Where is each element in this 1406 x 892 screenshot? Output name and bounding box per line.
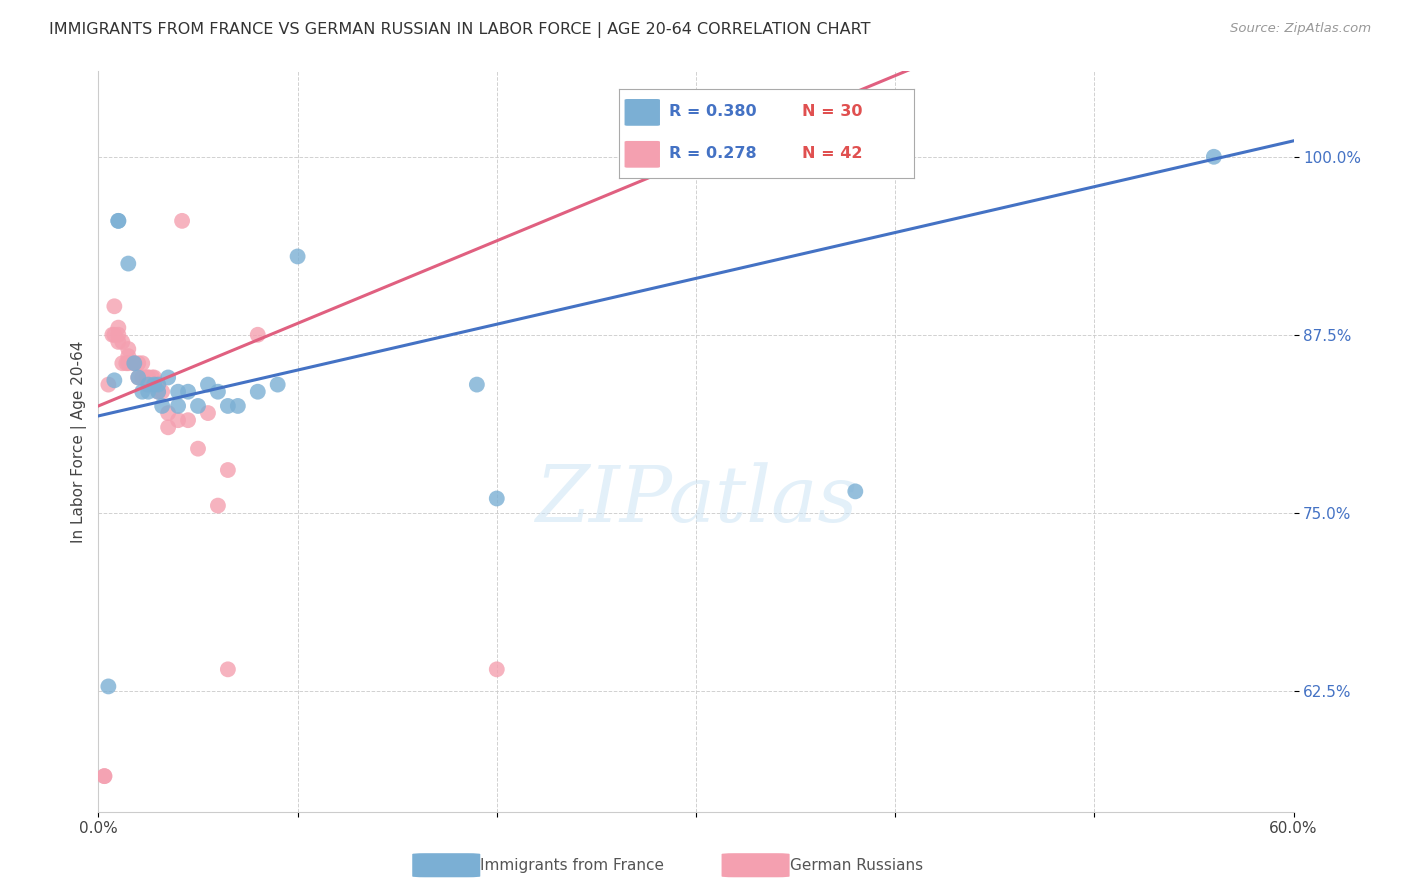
Point [107,214,129,228]
Point [107,214,129,228]
Point [101,327,124,342]
Point [167,413,190,427]
Point [97,377,120,392]
Text: N = 42: N = 42 [801,146,862,161]
Point [135,370,157,384]
FancyBboxPatch shape [624,141,659,168]
Point [117,256,139,270]
Point [136,384,159,399]
Point [207,384,229,399]
Point [167,399,190,413]
Point [143,377,166,392]
Point [127,356,149,370]
Point [187,399,209,413]
Point [136,370,159,384]
Point [148,384,170,399]
Point [157,370,180,384]
Point [485,491,508,506]
Point [127,370,149,384]
Point [177,413,200,427]
Point [115,356,138,370]
Point [143,377,166,392]
FancyBboxPatch shape [412,853,481,878]
Point [157,406,180,420]
Point [103,299,125,313]
Text: N = 30: N = 30 [801,104,862,120]
Text: German Russians: German Russians [790,858,922,872]
Text: Source: ZipAtlas.com: Source: ZipAtlas.com [1230,22,1371,36]
Point [187,442,209,456]
Point [148,384,170,399]
Point [148,377,170,392]
Point [172,214,194,228]
Point [124,356,146,370]
Point [131,356,153,370]
Text: R = 0.278: R = 0.278 [669,146,756,161]
Point [148,377,170,392]
Point [107,334,129,349]
Text: R = 0.380: R = 0.380 [669,104,756,120]
Point [844,484,866,499]
Point [226,399,249,413]
Text: ZIPatlas: ZIPatlas [534,463,858,539]
FancyBboxPatch shape [624,99,659,126]
Point [117,349,139,363]
Point [1202,150,1225,164]
Text: Immigrants from France: Immigrants from France [481,858,664,872]
Point [485,662,508,676]
Point [217,463,239,477]
FancyBboxPatch shape [721,853,790,878]
Text: IMMIGRANTS FROM FRANCE VS GERMAN RUSSIAN IN LABOR FORCE | AGE 20-64 CORRELATION : IMMIGRANTS FROM FRANCE VS GERMAN RUSSIAN… [49,22,870,38]
Point [217,662,239,676]
Point [97,680,120,694]
Y-axis label: In Labor Force | Age 20-64: In Labor Force | Age 20-64 [72,341,87,542]
Point [267,377,290,392]
Point [197,377,219,392]
Point [131,384,153,399]
Point [107,320,129,334]
Point [197,406,219,420]
Point [167,384,190,399]
Point [246,327,269,342]
Point [465,377,488,392]
Point [136,377,159,392]
Point [136,370,159,384]
Point [127,370,149,384]
Point [124,356,146,370]
Point [141,370,163,384]
Point [103,327,125,342]
Point [150,399,173,413]
Point [207,499,229,513]
Point [150,384,173,399]
Point [117,356,139,370]
Point [117,342,139,356]
Point [107,327,129,342]
Point [287,250,309,264]
Point [131,370,153,384]
Point [124,356,146,370]
Point [93,769,115,783]
Point [93,769,115,783]
Point [157,420,180,434]
Point [177,384,200,399]
Point [143,370,166,384]
Point [217,399,239,413]
Point [111,334,134,349]
Point [246,384,269,399]
Point [111,356,134,370]
Point [103,373,125,387]
